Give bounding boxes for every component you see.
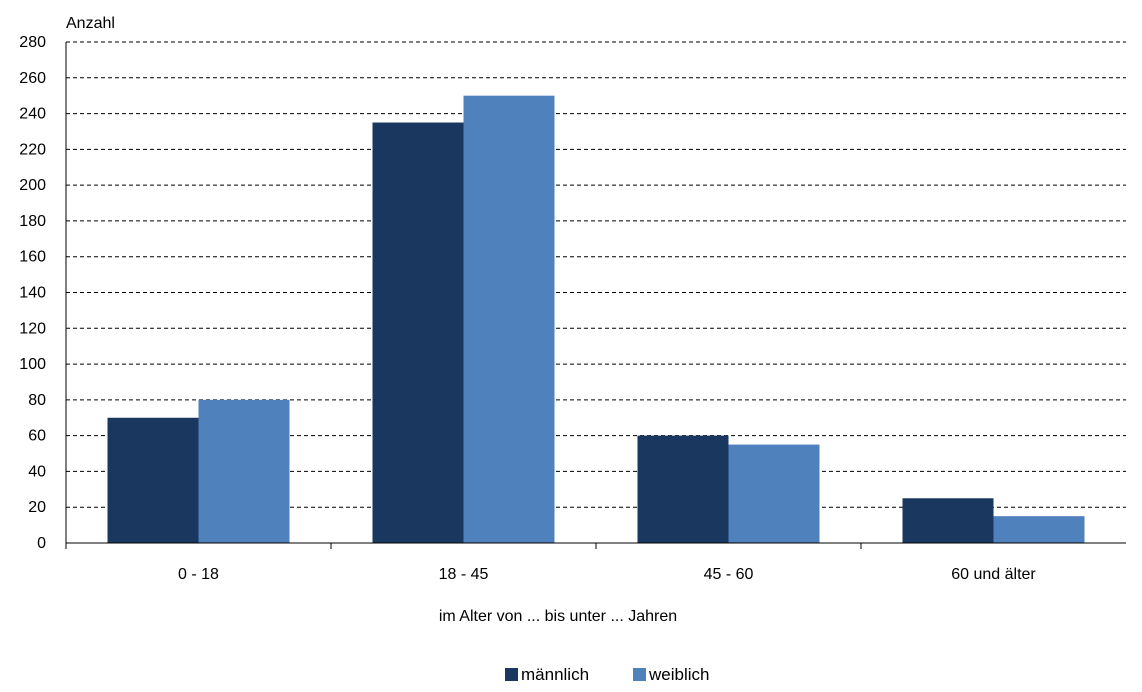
legend-label: männlich <box>521 665 589 684</box>
bars <box>107 95 1085 544</box>
bar-maennlich <box>107 417 199 543</box>
y-tick-label: 200 <box>19 177 46 194</box>
legend-swatch <box>633 668 646 681</box>
y-tick-label: 40 <box>28 463 46 480</box>
x-tick-label: 18 - 45 <box>439 566 489 583</box>
x-axis-title: im Alter von ... bis unter ... Jahren <box>439 608 677 625</box>
bar-weiblich <box>198 399 290 543</box>
y-tick-label: 0 <box>37 535 46 552</box>
x-tick-label: 60 und älter <box>951 566 1036 583</box>
legend-label: weiblich <box>648 665 709 684</box>
y-tick-label: 100 <box>19 356 46 373</box>
bar-maennlich <box>902 498 994 543</box>
axes: 0 20 40 60 80 100 120 140 160 180 200 220 240 260 280 0… <box>19 34 1126 583</box>
y-tick-label: 140 <box>19 285 46 302</box>
bar-weiblich <box>463 95 555 543</box>
y-tick-label: 220 <box>19 141 46 158</box>
legend: männlich weiblich <box>505 665 709 684</box>
y-tick-label: 60 <box>28 428 46 445</box>
bar-weiblich <box>993 516 1085 543</box>
y-tick-label: 180 <box>19 213 46 230</box>
y-tick-label: 240 <box>19 106 46 123</box>
x-tick-label: 0 - 18 <box>178 566 219 583</box>
y-tick-label: 20 <box>28 499 46 516</box>
y-tick-label: 260 <box>19 70 46 87</box>
y-tick-label: 160 <box>19 249 46 266</box>
bar-maennlich <box>372 122 464 544</box>
y-tick-label: 80 <box>28 392 46 409</box>
y-tick-label: 280 <box>19 34 46 51</box>
legend-swatch <box>505 668 518 681</box>
bar-weiblich <box>728 444 820 543</box>
x-tick-label: 45 - 60 <box>704 566 754 583</box>
bar-maennlich <box>637 435 729 543</box>
y-tick-label: 120 <box>19 320 46 337</box>
y-axis-title: Anzahl <box>66 15 115 32</box>
